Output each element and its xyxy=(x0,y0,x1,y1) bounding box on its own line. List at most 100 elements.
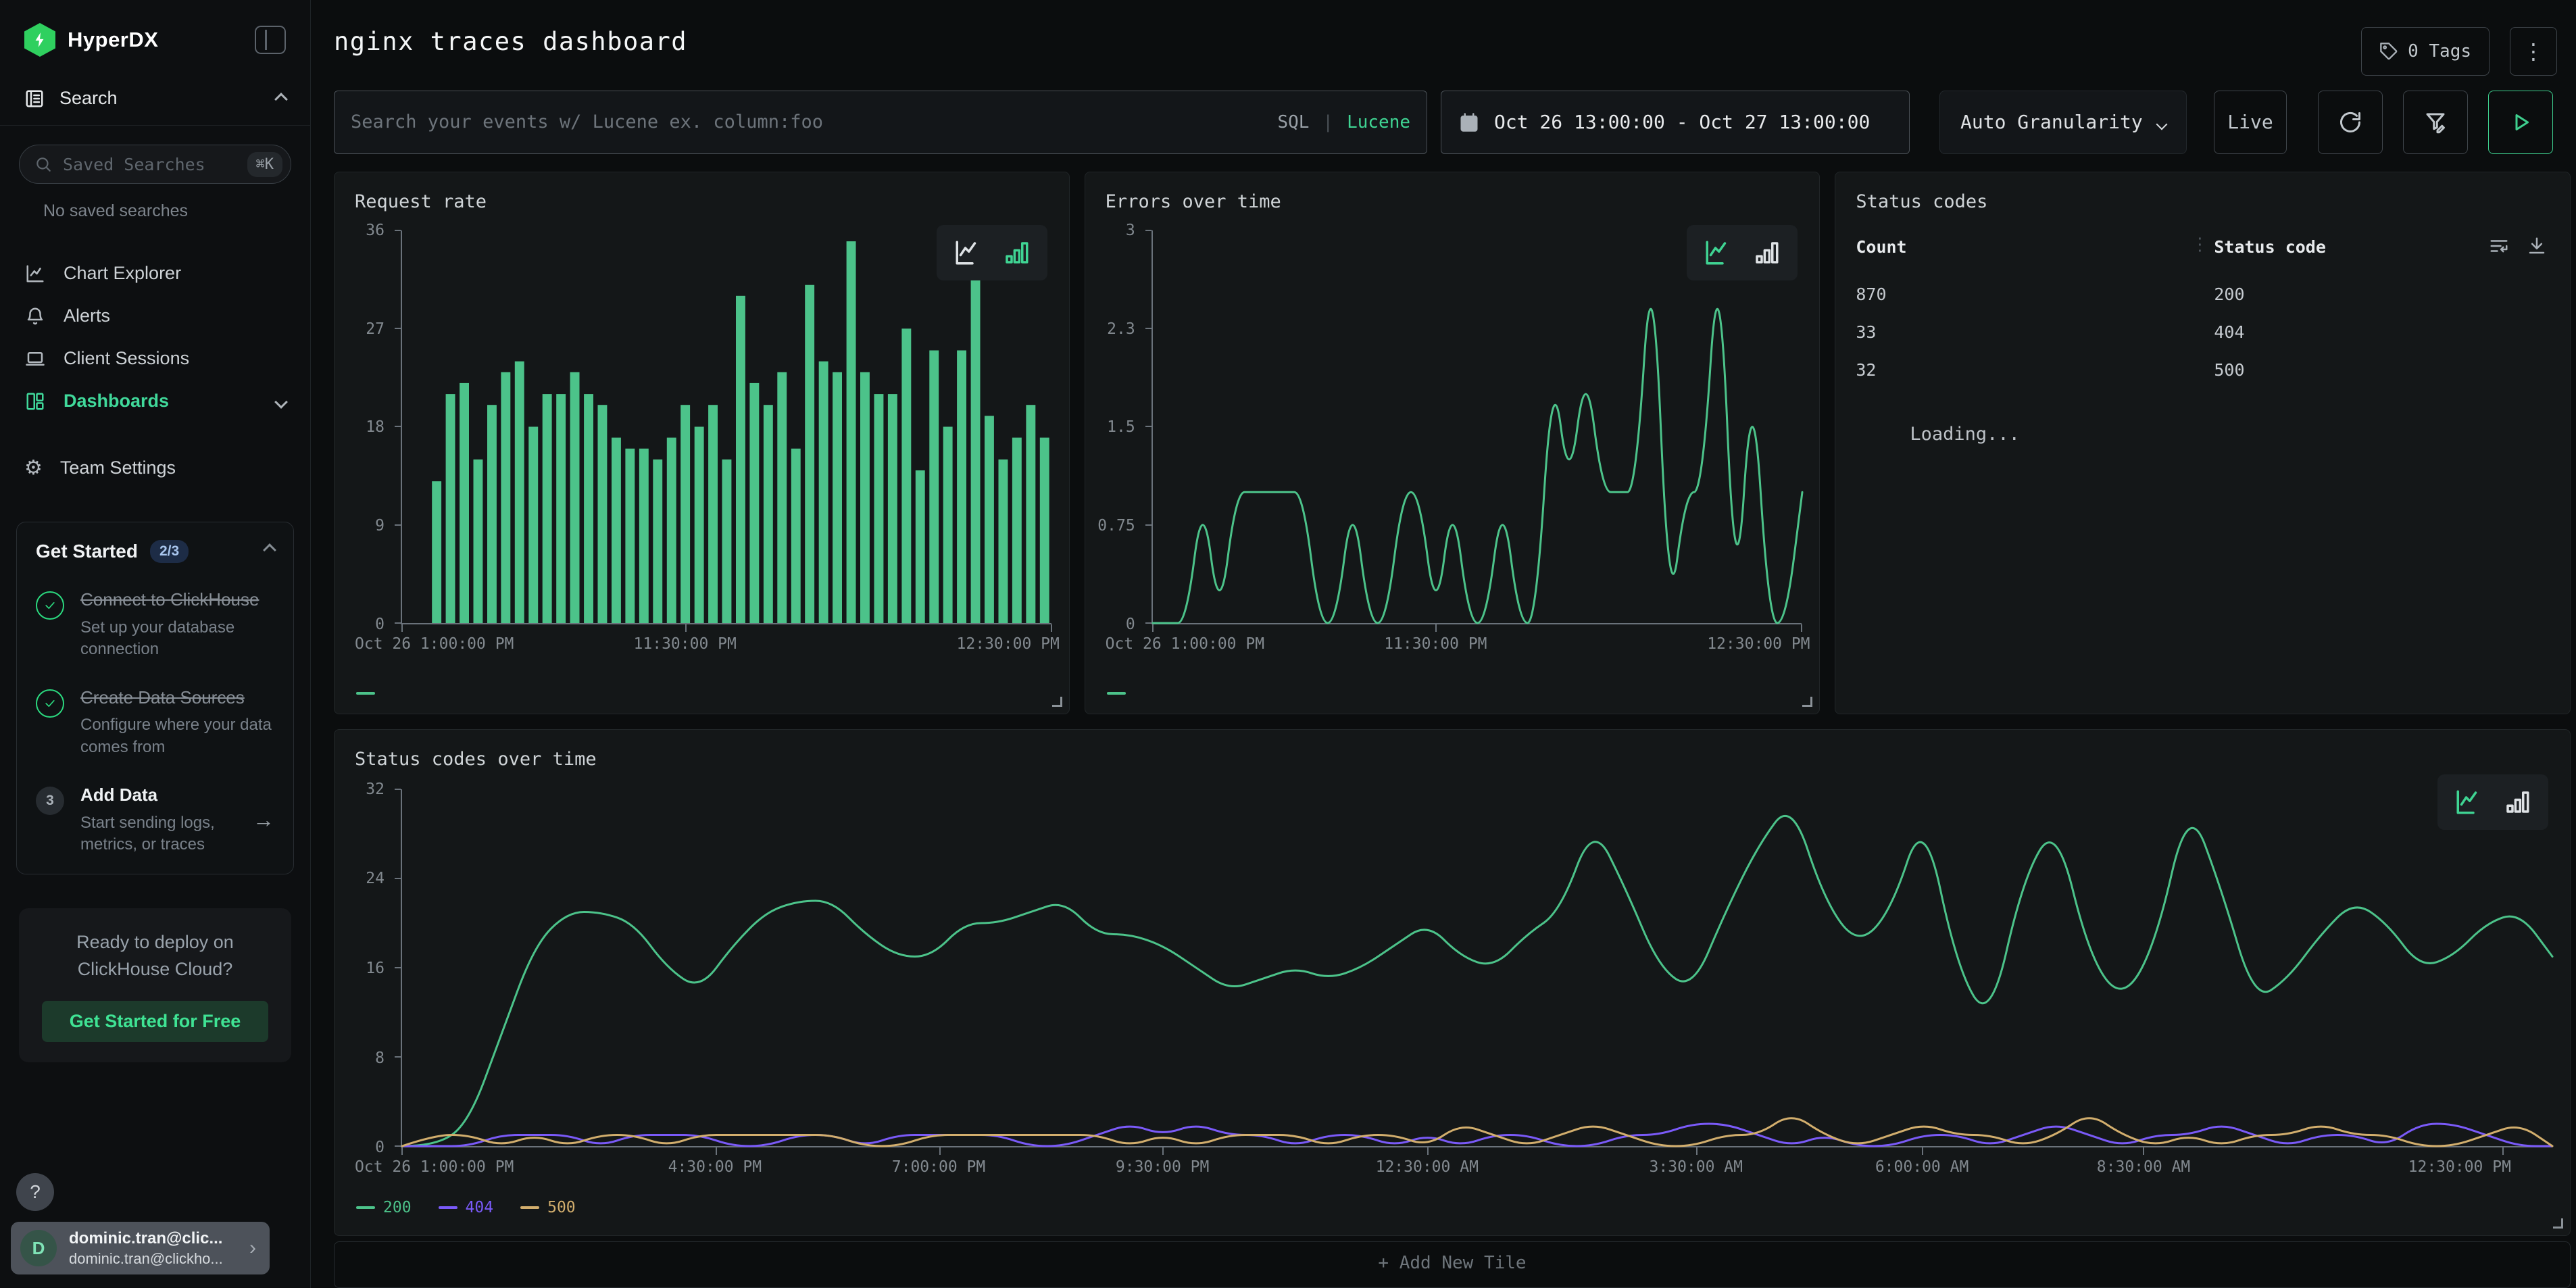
status-codes-panel: Status codes Count ⋮ Status code 870 200 … xyxy=(1835,171,2571,714)
sidebar-collapse-icon[interactable] xyxy=(255,26,286,54)
y-axis-labels: 36 27 18 9 0 xyxy=(366,221,385,633)
panel-title[interactable]: Status codes over time xyxy=(355,748,597,770)
run-query-button[interactable] xyxy=(2488,91,2553,154)
user-account-button[interactable]: D dominic.tran@clic... dominic.tran@clic… xyxy=(11,1222,270,1274)
laptop-icon xyxy=(26,351,45,366)
search-placeholder: Search your events w/ Lucene ex. column:… xyxy=(351,112,823,133)
line-chart-toggle-icon[interactable] xyxy=(1703,239,1733,267)
step-desc: Start sending logs, metrics, or traces xyxy=(80,813,215,854)
table-row: 33 404 xyxy=(1856,322,2245,342)
play-icon xyxy=(2515,114,2529,130)
add-new-tile-button[interactable]: + Add New Tile xyxy=(334,1241,2571,1288)
x-axis-labels: Oct 26 1:00:00 PM 11:30:00 PM 12:30:00 PM xyxy=(1105,635,1810,653)
bar-chart-toggle-icon[interactable] xyxy=(1752,239,1781,267)
x-axis-labels: Oct 26 1:00:00 PM 11:30:00 PM 12:30:00 PM xyxy=(355,635,1060,653)
panel-title[interactable]: Errors over time xyxy=(1105,191,1281,212)
lucene-mode-toggle[interactable]: Lucene xyxy=(1347,112,1410,132)
get-started-free-button[interactable]: Get Started for Free xyxy=(42,1000,268,1042)
panel-resize-handle[interactable] xyxy=(1051,696,1062,707)
help-button[interactable]: ? xyxy=(16,1173,54,1211)
bar-chart-toggle-icon[interactable] xyxy=(1001,239,1031,267)
sidebar-item-client-sessions[interactable]: Client Sessions xyxy=(0,337,310,380)
nav-label: Team Settings xyxy=(59,457,176,478)
sidebar-item-dashboards[interactable]: Dashboards xyxy=(0,380,310,422)
table-row: 32 500 xyxy=(1856,360,2245,380)
step-desc: Set up your database connection xyxy=(80,618,235,659)
series-legend: 200 404 500 xyxy=(356,1199,576,1216)
search-icon xyxy=(36,157,51,172)
kebab-icon: ⋮ xyxy=(2523,39,2544,64)
filter-edit-button[interactable] xyxy=(2403,91,2468,154)
event-search-input[interactable]: Search your events w/ Lucene ex. column:… xyxy=(334,91,1427,154)
granularity-select[interactable]: Auto Granularity xyxy=(1939,91,2187,154)
request-rate-plot[interactable] xyxy=(395,229,1052,632)
gear-icon: ⚙ xyxy=(24,456,43,479)
calendar-icon xyxy=(1460,113,1478,132)
y-axis-labels: 3 2.3 1.5 0.75 0 xyxy=(1097,221,1135,633)
line-chart-toggle-icon[interactable] xyxy=(2454,788,2483,816)
panel-title[interactable]: Request rate xyxy=(355,191,487,212)
nav-label: Chart Explorer xyxy=(64,263,182,283)
table-column-status-code[interactable]: Status code xyxy=(2214,237,2326,257)
get-started-step-2[interactable]: Create Data Sources Configure where your… xyxy=(36,687,274,759)
chevron-up-icon[interactable] xyxy=(274,88,288,109)
download-icon[interactable] xyxy=(2527,236,2547,256)
sidebar-item-team-settings[interactable]: ⚙ Team Settings xyxy=(0,447,310,489)
bar-chart-toggle-icon[interactable] xyxy=(2502,788,2532,816)
panel-resize-handle[interactable] xyxy=(2553,1218,2563,1229)
line-chart-icon xyxy=(26,265,44,282)
sidebar-section-search[interactable]: Search xyxy=(0,73,310,126)
nav-label: Alerts xyxy=(64,305,111,326)
sidebar-item-alerts[interactable]: Alerts xyxy=(0,295,310,337)
errors-over-time-panel: Errors over time 3 2.3 1.5 0.75 0 Oct 26 1:0… xyxy=(1084,171,1820,714)
main-content: nginx traces dashboard 0 Tags ⋮ Search y… xyxy=(311,0,2576,1288)
tag-icon xyxy=(2380,43,2398,60)
status-codes-over-time-panel: Status codes over time 32 24 16 8 0 Oct 26 1… xyxy=(334,728,2571,1237)
logo-text: HyperDX xyxy=(68,28,159,51)
status-codes-over-time-plot[interactable] xyxy=(395,788,2554,1156)
refresh-button[interactable] xyxy=(2318,91,2383,154)
time-range-picker[interactable]: Oct 26 13:00:00 - Oct 27 13:00:00 xyxy=(1441,91,1910,154)
panel-title[interactable]: Status codes xyxy=(1856,191,1988,212)
section-label: Search xyxy=(59,88,118,108)
chart-type-toggle xyxy=(936,224,1047,280)
y-axis-labels: 32 24 16 8 0 xyxy=(366,780,385,1157)
panel-resize-handle[interactable] xyxy=(1802,696,1813,707)
user-email: dominic.tran@clickho... xyxy=(69,1249,223,1267)
errors-plot[interactable] xyxy=(1145,229,1804,632)
table-column-count[interactable]: Count xyxy=(1856,237,1907,257)
series-legend xyxy=(356,691,375,695)
tags-count-label: 0 Tags xyxy=(2408,41,2471,61)
chevron-down-icon xyxy=(2156,111,2168,133)
saved-searches-input[interactable]: Saved Searches ⌘K xyxy=(19,145,291,184)
dashboard-menu-button[interactable]: ⋮ xyxy=(2510,27,2557,76)
no-saved-searches-text: No saved searches xyxy=(43,201,189,220)
series-legend xyxy=(1106,691,1126,695)
step-title: Add Data xyxy=(80,785,158,806)
hyperdx-logo-icon xyxy=(24,23,55,57)
step-title: Connect to ClickHouse xyxy=(80,589,259,610)
filter-icon xyxy=(2426,113,2445,134)
wrap-lines-icon[interactable] xyxy=(2489,236,2509,256)
sidebar-item-chart-explorer[interactable]: Chart Explorer xyxy=(0,252,310,295)
time-range-value: Oct 26 13:00:00 - Oct 27 13:00:00 xyxy=(1494,111,1871,134)
sql-mode-toggle[interactable]: SQL xyxy=(1277,112,1310,132)
step-desc: Configure where your data comes from xyxy=(80,716,272,756)
get-started-step-1[interactable]: Connect to ClickHouse Set up your databa… xyxy=(36,589,274,661)
progress-badge: 2/3 xyxy=(149,540,189,563)
chevron-right-icon: › xyxy=(249,1237,256,1259)
bell-icon xyxy=(27,307,43,324)
saved-searches-placeholder: Saved Searches xyxy=(63,154,205,174)
shortcut-badge: ⌘K xyxy=(247,151,282,177)
chart-type-toggle xyxy=(1687,224,1798,280)
live-button[interactable]: Live xyxy=(2214,91,2287,154)
line-chart-toggle-icon[interactable] xyxy=(953,239,983,267)
tags-button[interactable]: 0 Tags xyxy=(2361,27,2490,76)
get-started-step-3[interactable]: 3 Add Data Start sending logs, metrics, … xyxy=(36,784,274,856)
table-row: 870 200 xyxy=(1856,284,2245,304)
promo-text: Ready to deploy on ClickHouse Cloud? xyxy=(76,931,234,980)
chevron-up-icon[interactable] xyxy=(263,543,276,558)
layout-grid-icon xyxy=(26,393,44,410)
step-title: Create Data Sources xyxy=(80,687,245,708)
column-drag-dots-icon[interactable]: ⋮ xyxy=(2191,234,2209,255)
